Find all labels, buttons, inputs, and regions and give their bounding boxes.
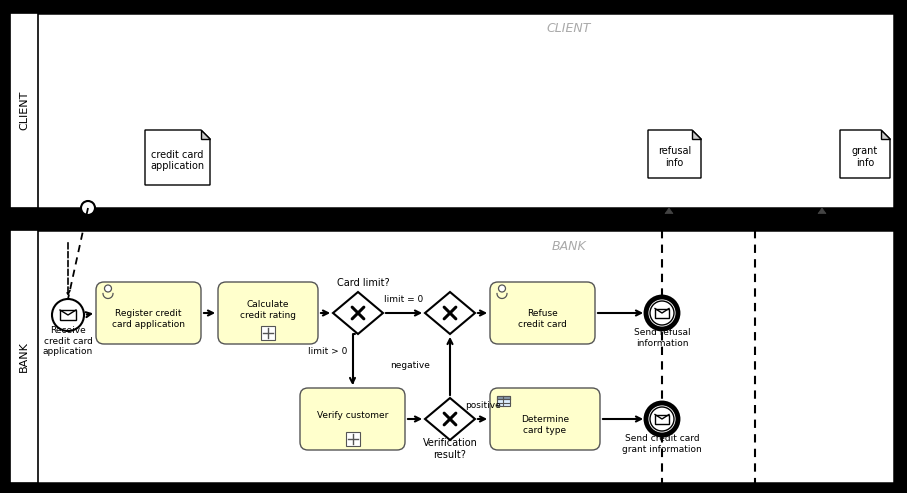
Polygon shape xyxy=(333,292,383,334)
Text: grant
info: grant info xyxy=(852,146,878,168)
Text: Receive
credit card
application: Receive credit card application xyxy=(43,326,93,356)
Polygon shape xyxy=(425,292,475,334)
Text: Send refusal
information: Send refusal information xyxy=(634,328,690,348)
Text: negative: negative xyxy=(390,361,430,371)
Text: Card limit?: Card limit? xyxy=(336,278,389,288)
Bar xyxy=(261,326,275,340)
Bar xyxy=(655,415,669,423)
Text: positive: positive xyxy=(464,401,501,411)
Polygon shape xyxy=(692,130,701,139)
Text: Calculate
credit rating: Calculate credit rating xyxy=(240,300,296,319)
Circle shape xyxy=(104,285,112,292)
Bar xyxy=(10,230,38,483)
Circle shape xyxy=(646,297,678,329)
Text: Refuse
credit card: Refuse credit card xyxy=(518,309,567,329)
Text: limit = 0: limit = 0 xyxy=(385,295,424,305)
Text: credit card
application: credit card application xyxy=(151,150,205,171)
Text: Send credit card
grant information: Send credit card grant information xyxy=(622,434,702,454)
Circle shape xyxy=(52,299,84,331)
Polygon shape xyxy=(665,208,673,213)
Circle shape xyxy=(81,201,95,215)
Polygon shape xyxy=(425,398,475,440)
Text: BANK: BANK xyxy=(551,240,586,252)
Text: Verify customer: Verify customer xyxy=(317,412,388,421)
Polygon shape xyxy=(840,130,890,178)
Circle shape xyxy=(650,301,674,325)
Polygon shape xyxy=(818,208,826,213)
Bar xyxy=(10,13,38,208)
FancyBboxPatch shape xyxy=(300,388,405,450)
Bar xyxy=(655,309,669,317)
FancyBboxPatch shape xyxy=(218,282,318,344)
Text: Register credit
card application: Register credit card application xyxy=(112,309,185,329)
Bar xyxy=(60,310,76,320)
FancyBboxPatch shape xyxy=(96,282,201,344)
Text: limit > 0: limit > 0 xyxy=(308,347,347,355)
Bar xyxy=(496,396,510,399)
Text: Determine
card type: Determine card type xyxy=(521,415,569,435)
Text: CLIENT: CLIENT xyxy=(547,23,590,35)
FancyBboxPatch shape xyxy=(490,388,600,450)
Bar xyxy=(10,230,894,483)
Text: BANK: BANK xyxy=(19,341,29,372)
FancyBboxPatch shape xyxy=(490,282,595,344)
Bar xyxy=(346,432,359,446)
Circle shape xyxy=(650,407,674,431)
Text: Verification
result?: Verification result? xyxy=(423,438,477,460)
Bar xyxy=(10,13,894,208)
Polygon shape xyxy=(145,130,210,185)
Polygon shape xyxy=(648,130,701,178)
Circle shape xyxy=(646,403,678,435)
Polygon shape xyxy=(881,130,890,139)
Text: refusal
info: refusal info xyxy=(658,146,691,168)
Text: CLIENT: CLIENT xyxy=(19,91,29,130)
Bar xyxy=(496,396,510,406)
Polygon shape xyxy=(201,130,210,139)
Circle shape xyxy=(499,285,505,292)
